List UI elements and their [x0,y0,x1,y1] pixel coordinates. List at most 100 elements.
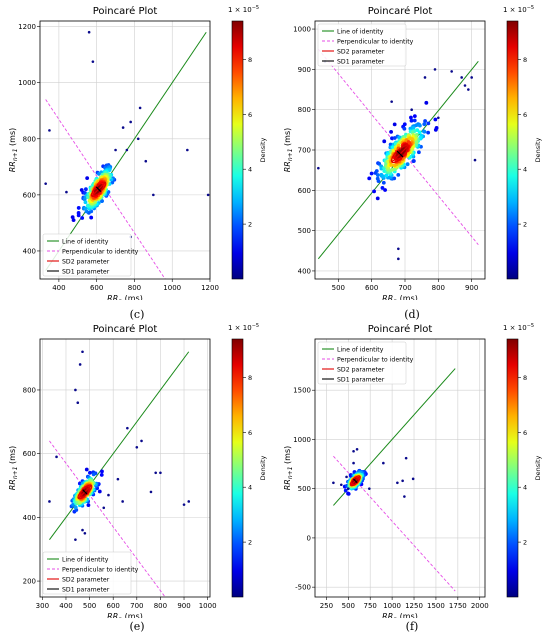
outlier-point [152,193,155,197]
y-tick-label: 1000 [293,26,311,34]
outlier-point [187,500,191,503]
colorbar-label: Density [259,455,267,480]
colorbar-tick-label: 8 [248,374,252,382]
x-tick-label: 1000 [199,602,217,610]
x-tick-label: 500 [332,284,345,292]
outlier-point [129,120,132,124]
chart-title: Poincaré Plot [93,323,158,335]
outlier-point [65,190,68,194]
outlier-point [410,108,413,111]
outlier-point [116,477,120,481]
density-point [421,129,426,134]
legend-label: Perpendicular to identity [337,38,414,45]
y-tick-label: 400 [298,267,311,275]
outlier-point [397,247,400,251]
colorbar-tick-label: 6 [248,429,252,437]
y-axis-label: RRn+1 (ms) [8,446,19,491]
outlier-point [159,471,162,475]
density-point [380,186,385,190]
outlier-point [149,490,153,494]
density-point [76,206,81,210]
y-tick-label: 900 [298,66,311,74]
density-point [422,122,427,127]
outlier-point [397,257,400,261]
legend-label: SD2 parameter [62,258,110,265]
x-axis-label: RRn (ms) [382,612,418,618]
chart-title: Poincaré Plot [368,5,433,17]
density-point [83,206,88,211]
x-tick-label: 300 [36,602,49,610]
outlier-point [355,447,359,451]
density-point [381,180,386,185]
density-point [374,169,379,173]
subfigure-label: (d) [404,308,420,321]
y-tick-label: 800 [23,135,36,143]
y-tick-label: 1000 [18,79,36,87]
density-point [396,172,401,177]
x-tick-label: 600 [107,602,120,610]
legend-label: SD2 parameter [337,48,385,55]
density-point [416,150,421,155]
outlier-point [102,506,106,510]
y-axis-label: RRn+1 (ms) [8,128,19,173]
legend-label: Perpendicular to identity [337,356,414,363]
outlier-point [467,88,470,91]
outlier-point [76,401,80,405]
y-tick-label: 1200 [18,23,36,31]
legend-label: SD1 parameter [337,376,385,383]
legend-label: Perpendicular to identity [62,248,139,255]
density-point [384,173,389,178]
outlier-point [78,363,82,366]
density-point [369,171,374,176]
outlier-point [114,148,117,152]
density-point [381,174,386,179]
density-point [73,505,78,510]
y-tick-label: 1000 [293,436,311,444]
legend-label: SD1 parameter [62,586,110,593]
y-tick-label: 800 [298,106,311,114]
density-point [375,196,380,201]
outlier-point [74,388,77,392]
colorbar-tick-label: 8 [248,56,252,64]
identity-line [49,351,190,540]
density-point [390,136,394,141]
colorbar-tick-label: 4 [248,166,252,174]
legend-label: SD2 parameter [62,576,110,583]
axes-frame [39,20,211,280]
outlier-point [352,461,355,465]
density-point [97,489,102,494]
density-point [100,199,104,204]
legend-label: Line of identity [62,238,109,245]
outlier-point [470,76,473,79]
density-point [84,209,89,214]
legend-label: SD1 parameter [62,268,110,275]
density-point [107,168,112,173]
outlier-point [352,449,355,453]
outlier-point [87,30,91,34]
x-axis-label: RRn (ms) [107,612,143,618]
x-tick-label: 600 [90,284,103,292]
outlier-point [345,475,348,479]
colorbar [231,20,244,280]
outlier-point [403,495,406,498]
y-tick-label: 800 [23,386,36,394]
poincare-chart-3: Poincaré Plot 300 400 500 600 700 800 900 1000 20… [8,323,267,618]
density-point [402,126,407,131]
y-tick-label: 1500 [293,387,311,395]
colorbar-label: Density [534,455,542,480]
outlier-point [125,148,129,152]
plot-area [332,368,456,592]
density-point [433,117,438,122]
outlier-point [317,166,320,170]
x-tick-label: 800 [128,284,141,292]
plot-area [48,350,191,597]
outlier-point [136,137,140,141]
x-tick-label: 700 [130,602,143,610]
x-tick-label: 900 [465,284,478,292]
outlier-point [140,439,143,443]
density-point [414,139,419,144]
outlier-point [186,148,189,152]
colorbar-tick-label: 4 [523,166,527,174]
y-axis-label: RRn+1 (ms) [283,128,294,173]
outlier-point [48,500,51,503]
